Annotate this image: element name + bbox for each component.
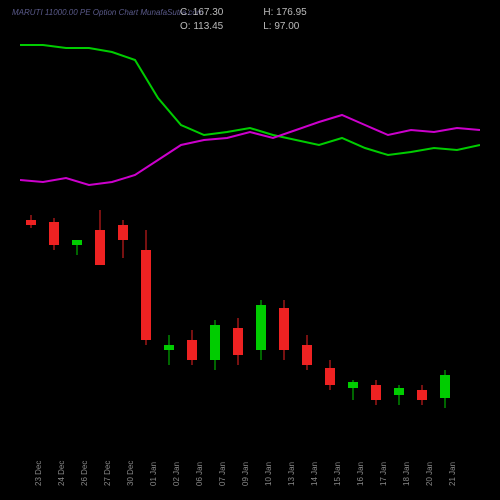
x-tick-label: 10 Jan xyxy=(264,462,273,486)
x-tick-label: 07 Jan xyxy=(218,462,227,486)
indicator-lines xyxy=(20,30,480,230)
x-tick-label: 02 Jan xyxy=(172,462,181,486)
x-tick-label: 24 Dec xyxy=(57,461,66,486)
high-label: H: 176.95 xyxy=(263,6,306,20)
chart-area xyxy=(20,30,480,430)
x-tick-label: 16 Jan xyxy=(356,462,365,486)
x-tick-label: 18 Jan xyxy=(402,462,411,486)
x-tick-label: 30 Dec xyxy=(126,461,135,486)
chart-title: MARUTI 11000.00 PE Option Chart MunafaSu… xyxy=(12,8,204,17)
x-tick-label: 20 Jan xyxy=(425,462,434,486)
x-tick-label: 15 Jan xyxy=(333,462,342,486)
x-tick-label: 26 Dec xyxy=(80,461,89,486)
x-tick-label: 21 Jan xyxy=(448,462,457,486)
x-tick-label: 17 Jan xyxy=(379,462,388,486)
candlestick-series xyxy=(20,210,480,440)
x-tick-label: 14 Jan xyxy=(310,462,319,486)
x-tick-label: 27 Dec xyxy=(103,461,112,486)
x-tick-label: 01 Jan xyxy=(149,462,158,486)
x-tick-label: 13 Jan xyxy=(287,462,296,486)
x-tick-label: 23 Dec xyxy=(34,461,43,486)
close-label: C: 167.30 xyxy=(180,6,223,20)
x-axis-labels: 23 Dec 24 Dec 26 Dec 27 Dec 30 Dec 01 Jan 02 J… xyxy=(20,440,480,490)
x-tick-label: 09 Jan xyxy=(241,462,250,486)
x-tick-label: 06 Jan xyxy=(195,462,204,486)
